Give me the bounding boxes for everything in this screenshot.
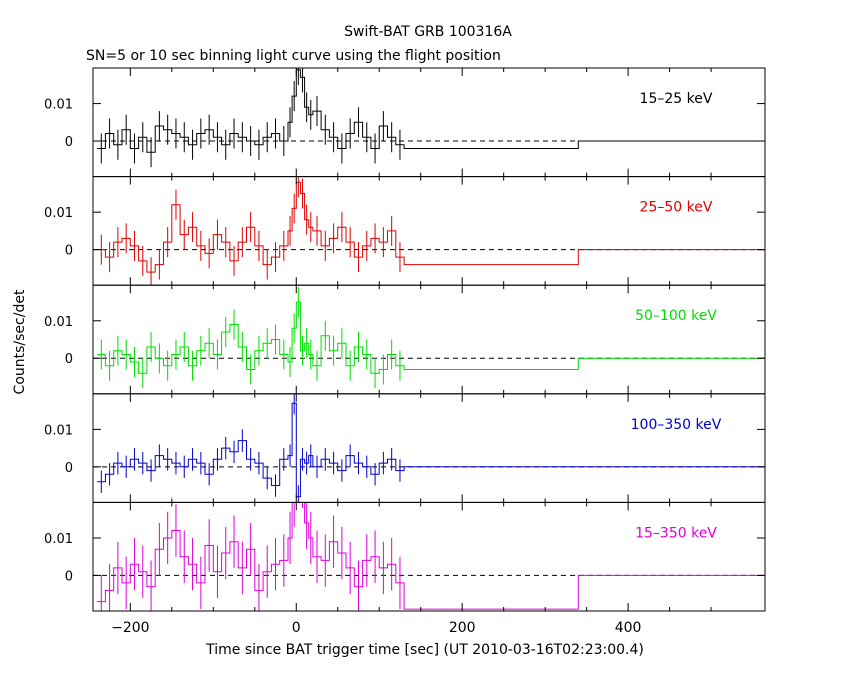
- y-tick-label: 0: [65, 352, 73, 367]
- x-axis-label: Time since BAT trigger time [sec] (UT 20…: [205, 642, 644, 658]
- x-tick-label: 400: [615, 620, 642, 636]
- band-label: 25–50 keV: [640, 200, 713, 216]
- y-tick-label: 0: [65, 135, 73, 150]
- panel-plot-area: [93, 176, 765, 286]
- y-tick-label: 0: [65, 569, 73, 584]
- panel-frame: [92, 284, 766, 395]
- panel-plot-area: [93, 68, 765, 168]
- y-tick-label: 0.01: [44, 315, 73, 330]
- panel-frame: [92, 176, 766, 286]
- band-label: 15–350 keV: [635, 525, 717, 541]
- y-tick-label: 0.01: [44, 206, 73, 221]
- series-line: [97, 181, 765, 273]
- x-tick-label: 0: [292, 620, 301, 636]
- chart-title: Swift-BAT GRB 100316A: [344, 24, 512, 40]
- series-line: [97, 402, 765, 498]
- panel-plot-area: [93, 287, 765, 389]
- series-line: [97, 301, 765, 374]
- y-axis-label: Counts/sec/det: [12, 289, 28, 394]
- band-label: 50–100 keV: [635, 308, 717, 324]
- chart-subtitle: SN=5 or 10 sec binning light curve using…: [86, 48, 501, 64]
- y-tick-label: 0: [65, 244, 73, 259]
- panel-frame: [92, 501, 766, 612]
- x-tick-label: −200: [111, 620, 149, 636]
- band-label: 100–350 keV: [631, 417, 722, 433]
- y-tick-label: 0: [65, 461, 73, 476]
- panel-plot-area: [93, 502, 765, 611]
- band-label: 15–25 keV: [640, 91, 713, 107]
- panel-plot-area: [93, 393, 765, 503]
- panels-group: 0 0.01 15–25 keV 0 0.01 25–50 keV 0 0.01 50–100 …: [44, 67, 766, 636]
- x-tick-label: 200: [449, 620, 476, 636]
- series-line: [97, 69, 765, 153]
- series-line: [97, 502, 765, 610]
- y-tick-label: 0.01: [44, 98, 73, 113]
- y-tick-label: 0.01: [44, 532, 73, 547]
- panel-frame: [92, 67, 766, 178]
- panel-frame: [92, 393, 766, 503]
- y-tick-label: 0.01: [44, 423, 73, 438]
